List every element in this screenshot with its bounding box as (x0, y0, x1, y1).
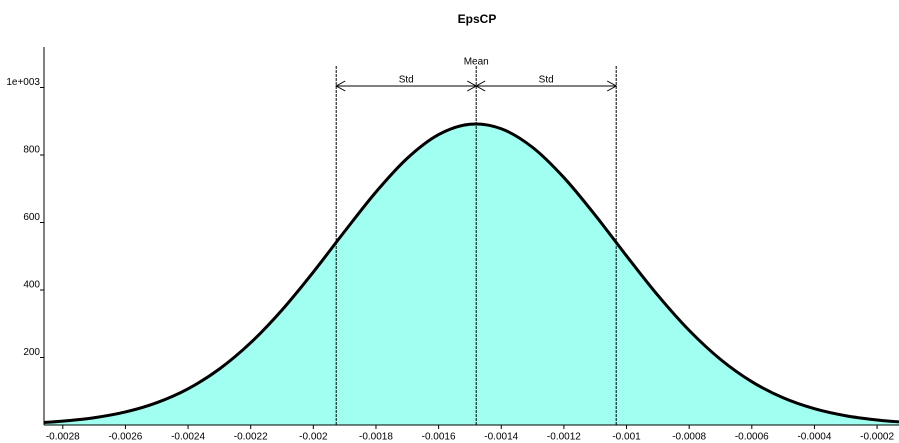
chart-title: EpsCP (458, 12, 497, 26)
arrow-head (335, 80, 346, 92)
x-tick-label: -0.0028 (46, 432, 80, 443)
x-tick-label: -0.0008 (672, 432, 706, 443)
y-tick-label: 600 (23, 212, 40, 223)
x-tick-label: -0.0014 (484, 432, 518, 443)
x-tick-label: -0.0026 (108, 432, 142, 443)
x-tick-label: -0.0012 (547, 432, 581, 443)
x-tick-label: -0.0006 (735, 432, 769, 443)
x-tick-label: -0.0024 (171, 432, 205, 443)
x-tick-label: -0.002 (299, 432, 328, 443)
std-label: Std (539, 75, 554, 86)
std-label: Std (399, 75, 414, 86)
arrow-head (606, 80, 618, 92)
curve-line (43, 122, 899, 424)
area-fill (44, 123, 899, 426)
x-tick-label: -0.0018 (359, 432, 393, 443)
arrow-head (475, 80, 486, 92)
x-tick-label: -0.0004 (797, 432, 831, 443)
y-tick-label: 800 (23, 145, 40, 156)
y-tick-label: 200 (23, 347, 40, 358)
y-tick-label: 1e+003 (6, 77, 40, 88)
x-tick-label: -0.0002 (860, 432, 894, 443)
x-tick-label: -0.001 (612, 432, 641, 443)
x-tick-label: -0.0016 (422, 432, 456, 443)
x-tick-label: -0.0022 (234, 432, 268, 443)
mean-label: Mean (464, 57, 489, 68)
y-tick-label: 400 (23, 280, 40, 291)
